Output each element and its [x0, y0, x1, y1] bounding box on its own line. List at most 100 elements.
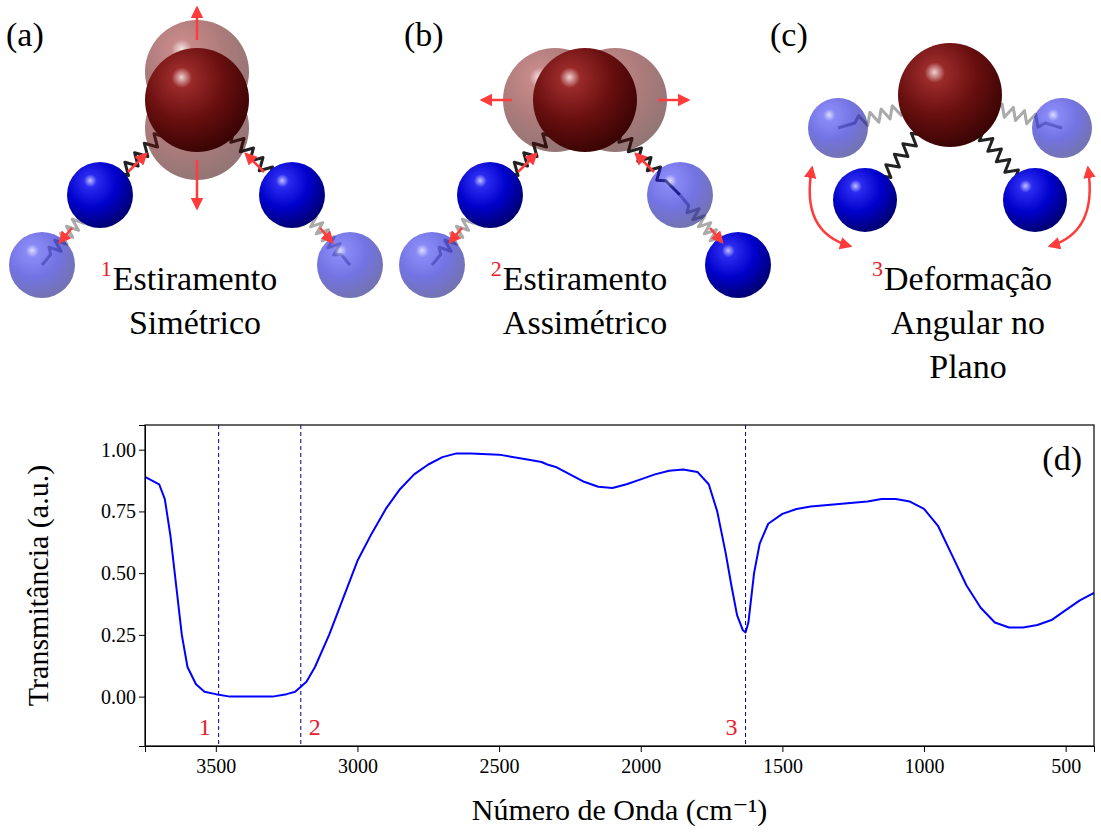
y-tick-label: 0.75	[101, 500, 136, 522]
hydrogen-atom	[457, 162, 523, 228]
x-tick: 3000	[338, 746, 378, 777]
spectrum-chart: 3500300025002000150010005000.000.250.500…	[21, 425, 1095, 827]
annotation-line	[218, 425, 219, 746]
x-tick-mark	[357, 746, 358, 752]
annotation-label: 3	[726, 714, 738, 740]
y-tick-mark	[139, 697, 145, 698]
y-tick: 0.25	[101, 624, 145, 646]
hydrogen-atom	[67, 162, 133, 228]
x-tick-mark	[641, 746, 642, 752]
y-tick: 0.00	[101, 686, 145, 708]
annotation-line	[300, 425, 301, 746]
hydrogen-atom	[317, 232, 383, 298]
diagrams: (a) Estiramento Simétrico 1 (b) Estiramento As…	[6, 8, 1092, 385]
oxygen-atom	[898, 43, 1002, 147]
mode-number: 2	[491, 256, 502, 281]
y-tick: 0.50	[101, 562, 145, 584]
mode-label: Estiramento	[503, 260, 667, 297]
y-tick: 1.00	[101, 439, 145, 461]
panel-letter: (b)	[404, 16, 444, 54]
motion-arrow	[810, 168, 850, 246]
x-tick-label: 3000	[338, 755, 378, 777]
motion-arrow	[1050, 168, 1090, 246]
diagram-bending	[808, 43, 1092, 246]
motion-arrow	[196, 160, 199, 208]
x-tick: 1500	[763, 746, 803, 777]
motion-arrow	[450, 228, 462, 242]
hydrogen-atom	[9, 232, 75, 298]
motion-arrow	[636, 154, 654, 172]
x-axis-title: Número de Onda (cm⁻¹)	[472, 793, 768, 827]
plot-background	[145, 425, 1094, 746]
diagram-asymmetric	[399, 48, 771, 298]
hydrogen-atom	[808, 98, 868, 158]
panel-letter: (d)	[1042, 440, 1082, 478]
diagram-symmetric	[9, 8, 383, 298]
y-tick: 0.75	[101, 500, 145, 522]
hydrogen-atom	[1003, 168, 1067, 232]
x-tick: 1000	[905, 746, 945, 777]
x-tick: 2500	[480, 746, 520, 777]
spectrum-line	[145, 453, 1094, 696]
x-tick: 3500	[196, 746, 236, 777]
mode-label: Plano	[929, 348, 1006, 385]
motion-arrow	[60, 228, 72, 242]
figure: (a) Estiramento Simétrico 1 (b) Estiramento As…	[0, 0, 1101, 840]
annotation-label: 2	[309, 714, 321, 740]
x-tick-label: 3500	[196, 755, 236, 777]
mode-label: Simétrico	[129, 304, 261, 341]
mode-number: 1	[101, 256, 112, 281]
motion-arrow	[658, 99, 688, 102]
hydrogen-atom	[647, 162, 713, 228]
annotation-label: 1	[199, 714, 211, 740]
mode-label: Angular no	[891, 304, 1045, 341]
motion-arrow	[482, 99, 512, 102]
x-tick: 2000	[621, 746, 661, 777]
x-tick-mark	[499, 746, 500, 752]
x-tick-mark	[782, 746, 783, 752]
x-axis-line	[146, 747, 1095, 753]
annotation-line	[745, 425, 746, 746]
panel-letter: (a)	[6, 16, 44, 54]
x-tick-mark	[924, 746, 925, 752]
panel-letter: (c)	[770, 16, 808, 54]
hydrogen-atom	[705, 232, 771, 298]
motion-arrow	[196, 8, 199, 40]
hydrogen-atom	[1032, 98, 1092, 158]
motion-arrow	[246, 154, 264, 172]
x-tick-label: 2000	[621, 755, 661, 777]
mode-number: 3	[872, 256, 883, 281]
y-tick-mark	[139, 511, 145, 512]
y-axis: 0.00 0.25 0.50 0.75 1.00	[101, 426, 146, 747]
x-tick-mark	[1066, 746, 1067, 752]
motion-arrow	[128, 154, 146, 172]
y-tick-label: 0.50	[101, 562, 136, 584]
x-tick-label: 500	[1051, 755, 1081, 777]
y-tick-label: 0.00	[101, 686, 136, 708]
plot-area	[145, 425, 1094, 746]
y-tick-mark	[139, 450, 145, 451]
motion-arrow	[320, 228, 332, 242]
x-tick-label: 2500	[480, 755, 520, 777]
x-tick-label: 1000	[905, 755, 945, 777]
x-tick: 500	[1051, 746, 1081, 777]
oxygen-atom	[145, 48, 249, 152]
x-axis: 3500 3000 2500 2000 1500 1000 500	[146, 746, 1095, 777]
y-axis-title: Transmitância (a.u.)	[21, 465, 55, 706]
hydrogen-atom	[259, 162, 325, 228]
mode-label: Estiramento	[113, 260, 277, 297]
y-tick-mark	[139, 635, 145, 636]
x-tick-label: 1500	[763, 755, 803, 777]
x-tick-mark	[216, 746, 217, 752]
hydrogen-atom	[833, 168, 897, 232]
motion-arrow	[518, 154, 536, 172]
y-tick-mark	[139, 573, 145, 574]
oxygen-atom	[533, 48, 637, 152]
motion-arrow	[710, 228, 722, 242]
y-tick-label: 0.25	[101, 624, 136, 646]
mode-label: Assimétrico	[503, 304, 667, 341]
y-tick-label: 1.00	[101, 439, 136, 461]
mode-label: Deformação	[884, 260, 1052, 297]
hydrogen-atom	[399, 232, 465, 298]
plot-frame	[145, 425, 1094, 746]
